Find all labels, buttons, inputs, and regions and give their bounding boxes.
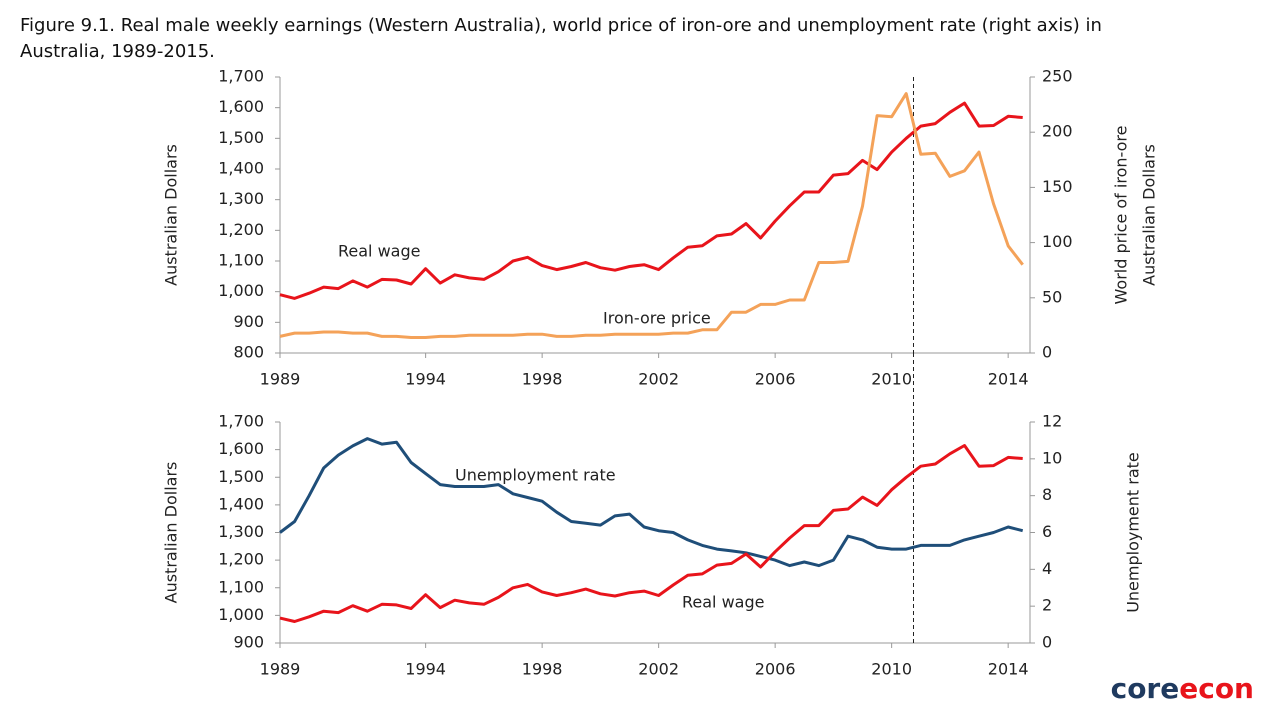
y2-tick-label: 50 — [1042, 287, 1062, 306]
y-tick-label: 1,300 — [218, 522, 264, 541]
y-tick-label: 1,700 — [218, 412, 264, 431]
y-tick-label: 1,500 — [218, 467, 264, 486]
series-label: Iron-ore price — [603, 309, 711, 328]
figure-title: Figure 9.1. Real male weekly earnings (W… — [20, 15, 1102, 62]
x-tick-label: 2002 — [638, 660, 679, 679]
x-tick-label: 2010 — [871, 370, 912, 389]
logo: coreecon — [1111, 672, 1254, 705]
series-line — [279, 437, 1024, 568]
x-tick-label: 2014 — [988, 370, 1029, 389]
logo-econ: econ — [1179, 672, 1254, 705]
y-tick-label: 800 — [233, 343, 264, 362]
y2-tick-label: 4 — [1042, 559, 1052, 578]
y2-tick-label: 250 — [1042, 67, 1073, 86]
x-tick-label: 1989 — [260, 660, 301, 679]
y-tick-label: 900 — [233, 633, 264, 652]
y2-tick-label: 10 — [1042, 448, 1062, 467]
y-tick-label: 900 — [233, 312, 264, 331]
y-tick-label: 1,100 — [218, 251, 264, 270]
y-axis-label: Australian Dollars — [162, 462, 181, 604]
y2-tick-label: 200 — [1042, 122, 1073, 141]
series-line — [279, 444, 1023, 623]
y-tick-label: 1,200 — [218, 220, 264, 239]
series-label: Real wage — [682, 593, 764, 612]
y2-tick-label: 0 — [1042, 343, 1052, 362]
x-tick-label: 2002 — [638, 370, 679, 389]
x-tick-label: 2006 — [755, 660, 796, 679]
y-tick-label: 1,600 — [218, 97, 264, 116]
x-tick-label: 2006 — [755, 370, 796, 389]
x-tick-label: 1998 — [522, 660, 563, 679]
series-line — [279, 92, 1024, 339]
x-tick-label: 2014 — [988, 660, 1029, 679]
y-tick-label: 1,100 — [218, 577, 264, 596]
series-line — [279, 101, 1023, 300]
series-label: Unemployment rate — [455, 466, 616, 485]
y-tick-label: 1,300 — [218, 189, 264, 208]
y2-tick-label: 2 — [1042, 596, 1052, 615]
x-tick-label: 1998 — [522, 370, 563, 389]
x-tick-label: 1994 — [405, 660, 446, 679]
logo-core: core — [1111, 672, 1180, 705]
x-tick-label: 1989 — [260, 370, 301, 389]
y2-axis-label: Australian Dollars — [1140, 144, 1159, 286]
y2-tick-label: 100 — [1042, 232, 1073, 251]
y2-tick-label: 150 — [1042, 177, 1073, 196]
y2-tick-label: 12 — [1042, 412, 1062, 431]
y-tick-label: 1,200 — [218, 550, 264, 569]
y-axis-label: Australian Dollars — [162, 144, 181, 286]
x-tick-label: 1994 — [405, 370, 446, 389]
y-tick-label: 1,400 — [218, 159, 264, 178]
x-tick-label: 2010 — [871, 660, 912, 679]
y-tick-label: 1,000 — [218, 281, 264, 300]
y2-tick-label: 8 — [1042, 485, 1052, 504]
y2-axis-label: World price of iron-ore — [1112, 126, 1131, 305]
y2-tick-label: 6 — [1042, 522, 1052, 541]
y-tick-label: 1,600 — [218, 439, 264, 458]
y2-tick-label: 0 — [1042, 633, 1052, 652]
series-label: Real wage — [338, 242, 420, 261]
y-tick-label: 1,400 — [218, 494, 264, 513]
y-tick-label: 1,000 — [218, 605, 264, 624]
y-tick-label: 1,500 — [218, 128, 264, 147]
y2-axis-label: Unemployment rate — [1124, 452, 1143, 613]
y-tick-label: 1,700 — [218, 67, 264, 86]
